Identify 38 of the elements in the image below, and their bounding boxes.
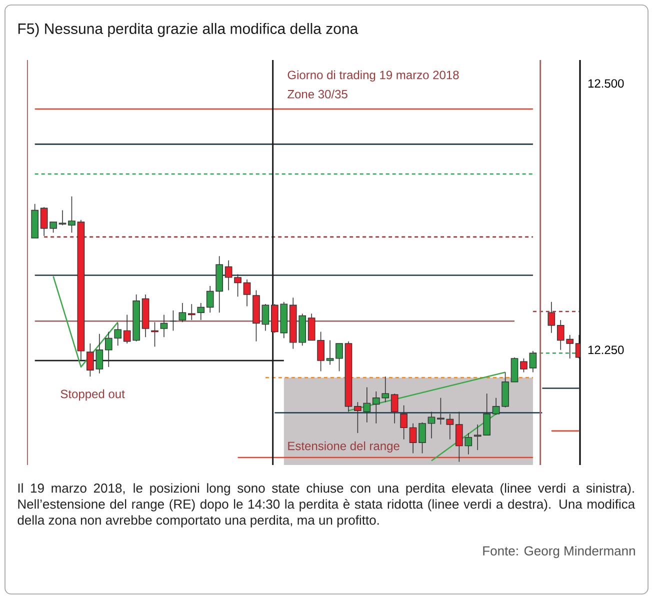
candlestick xyxy=(446,413,454,440)
candlestick xyxy=(529,350,537,373)
candlestick xyxy=(160,314,168,338)
annotation: Stopped out xyxy=(60,389,125,401)
candlestick xyxy=(188,304,196,320)
candlestick xyxy=(317,331,324,372)
candlestick xyxy=(510,356,518,382)
candlestick xyxy=(178,302,186,323)
text: Il 19 marzo 2018, le posizioni long sono state chiuse con una perdita elevata (linee verdi a sinistra). Nell’estensione del range (RE) dopo le 14:30 la perdita è stata ridotta (linee verdi a destra). Una modifica della zona non avrebbe comportato una perdita, ma un profitto. xyxy=(18,483,636,528)
candlestick xyxy=(68,196,76,234)
candlestick xyxy=(418,422,426,454)
candlestick xyxy=(390,393,398,424)
y-tick-label: 12.500 xyxy=(588,79,624,88)
candlestick xyxy=(58,210,66,226)
candlestick xyxy=(437,397,444,425)
candlestick xyxy=(170,310,177,332)
source-note: Fonte: Georg Mindermann xyxy=(483,546,635,558)
candlestick xyxy=(548,302,556,334)
candlestick xyxy=(243,279,251,307)
candlestick xyxy=(326,340,334,366)
y-tick-label: 12.250 xyxy=(588,346,624,354)
candlestick xyxy=(262,304,270,332)
candlestick xyxy=(224,260,232,291)
candlestick xyxy=(50,222,57,234)
candlestick xyxy=(197,302,205,320)
candlestick xyxy=(151,322,158,348)
chart-title: F5) Nessuna perdita grazie alla modifica della zona xyxy=(18,22,358,37)
candlestick xyxy=(40,206,48,236)
annotation: Giorno di trading 19 marzo 2018 xyxy=(288,70,459,82)
candlestick xyxy=(428,411,436,439)
candlestick xyxy=(234,274,242,297)
candlestick xyxy=(308,313,316,341)
candlestick xyxy=(336,343,343,372)
annotation: Estensione del range xyxy=(288,441,400,453)
candlestick xyxy=(409,423,417,454)
annotation: Zone 30/35 xyxy=(288,90,348,98)
candlestick xyxy=(400,404,408,440)
candlestick xyxy=(520,358,528,373)
